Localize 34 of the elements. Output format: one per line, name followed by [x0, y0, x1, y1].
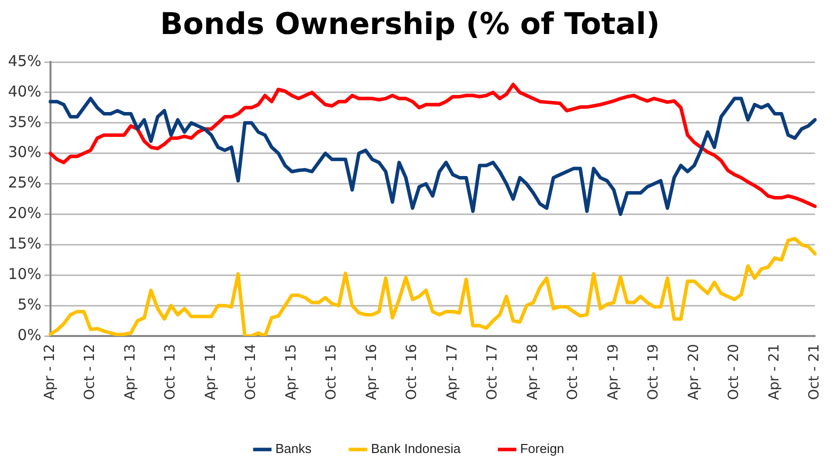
y-tick-label: 5% — [18, 295, 42, 314]
y-tick-label: 30% — [8, 143, 42, 162]
x-tick-label: Apr - 16 — [364, 344, 380, 400]
y-tick-label: 35% — [8, 112, 42, 131]
x-tick-label: Apr - 13 — [122, 344, 138, 400]
x-tick-label: Apr - 12 — [42, 344, 58, 400]
x-tick-label: Apr - 21 — [766, 344, 782, 400]
y-tick-label: 25% — [8, 174, 42, 192]
x-tick-label: Apr - 15 — [283, 344, 300, 400]
y-tick-label: 0% — [18, 326, 42, 344]
x-tick-label: Oct - 19 — [646, 344, 662, 400]
legend-label: Bank Indonesia — [370, 441, 462, 456]
x-tick-label: Apr - 20 — [686, 344, 702, 400]
y-tick-label: 15% — [8, 234, 42, 253]
x-tick-label: Oct - 17 — [484, 344, 501, 400]
x-tick-label: Apr - 18 — [524, 344, 541, 400]
x-tick-label: Oct - 21 — [806, 344, 823, 400]
y-tick-label: 20% — [8, 204, 42, 222]
x-tick-label: Oct - 12 — [82, 344, 98, 400]
y-tick-label: 10% — [8, 265, 42, 284]
x-tick-label: Apr - 17 — [444, 344, 460, 400]
x-tick-label: Apr - 14 — [202, 344, 219, 400]
chart-title: Bonds Ownership (% of Total) — [160, 6, 660, 42]
y-tick-label: 40% — [8, 82, 42, 100]
x-tick-label: Oct - 16 — [404, 344, 420, 400]
legend-label: Banks — [275, 441, 312, 456]
x-tick-label: Oct - 15 — [324, 344, 340, 400]
legend-label: Foreign — [520, 441, 564, 456]
x-tick-label: Oct - 18 — [565, 344, 582, 400]
x-tick-label: Oct - 13 — [162, 344, 179, 400]
x-tick-label: Apr - 19 — [605, 344, 622, 400]
x-tick-label: Oct - 14 — [243, 344, 260, 400]
y-tick-label: 45% — [8, 52, 42, 70]
x-tick-label: Oct - 20 — [726, 344, 742, 400]
